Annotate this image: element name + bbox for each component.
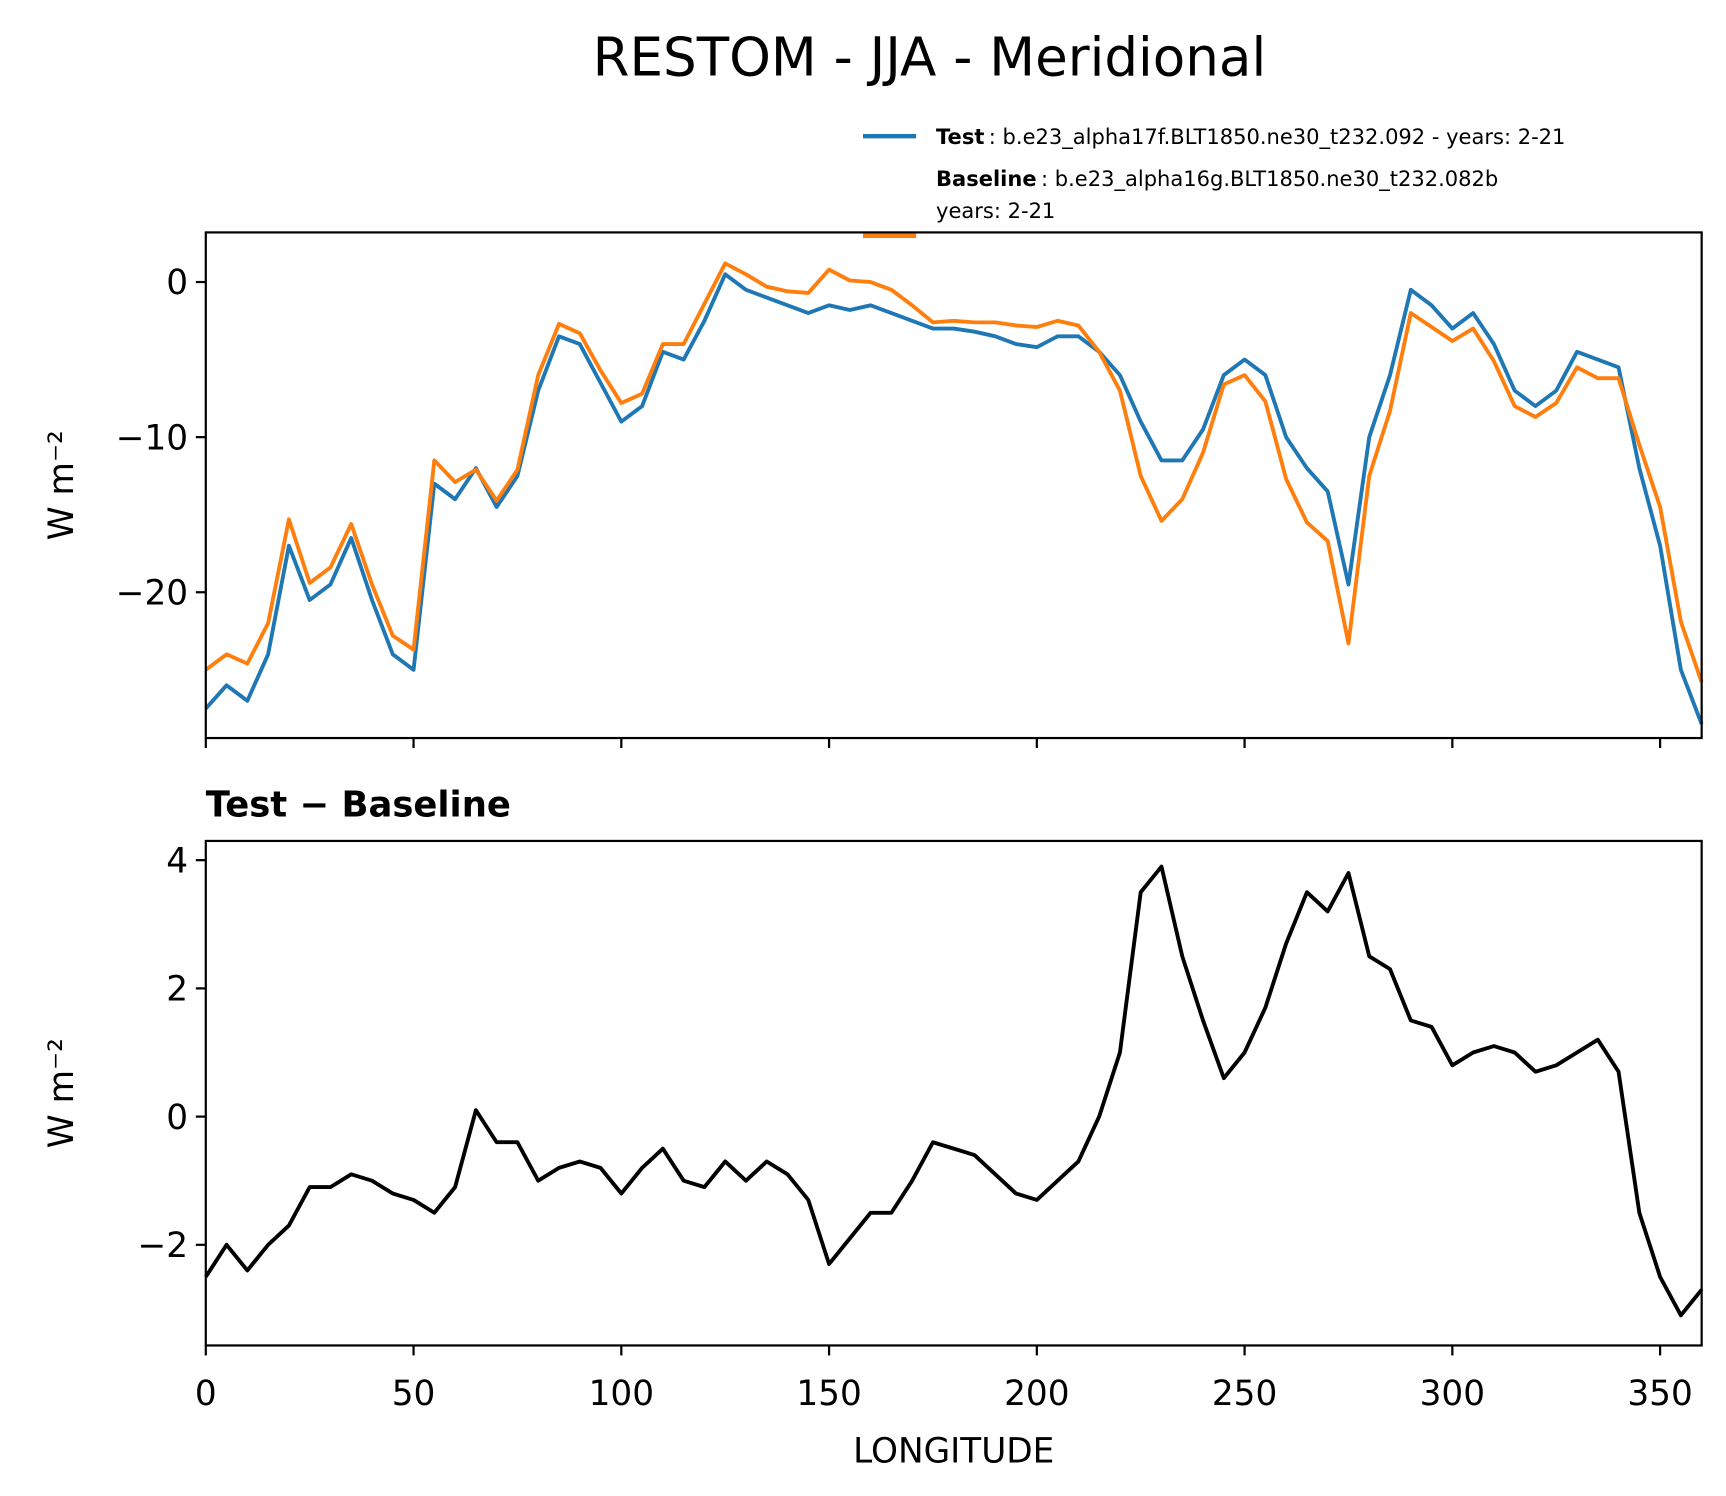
y-tick-label: 0 <box>166 1098 188 1138</box>
x-tick-label: 50 <box>392 1374 436 1414</box>
axes-frame <box>204 231 1703 740</box>
legend-series-name: Baseline <box>936 166 1037 191</box>
x-tick-label: 350 <box>1627 1374 1692 1414</box>
legend-series-name: Test <box>936 124 984 149</box>
y-tick-label: −2 <box>138 1226 189 1266</box>
legend-description: : b.e23_alpha16g.BLT1850.ne30_t232.082b <box>1041 166 1498 191</box>
series-line <box>204 272 1704 725</box>
x-axis-label: LONGITUDE <box>853 1432 1054 1472</box>
legend-label: Baseline: b.e23_alpha16g.BLT1850.ne30_t2… <box>936 166 1498 191</box>
series-line <box>204 261 1704 683</box>
x-tick-label: 250 <box>1212 1374 1277 1414</box>
legend-label: Test: b.e23_alpha17f.BLT1850.ne30_t232.0… <box>936 124 1565 149</box>
legend-description: : b.e23_alpha17f.BLT1850.ne30_t232.092 -… <box>989 124 1566 149</box>
legend-description: years: 2-21 <box>936 198 1055 223</box>
axes-frame <box>204 839 1703 1347</box>
series-line <box>204 864 1704 1318</box>
x-tick-label: 200 <box>1004 1374 1069 1414</box>
y-tick-label: 0 <box>166 263 188 303</box>
y-tick-label: 4 <box>166 841 188 881</box>
subplot-title: Test − Baseline <box>206 785 511 826</box>
x-tick-label: 300 <box>1420 1374 1485 1414</box>
x-tick-label: 150 <box>796 1374 861 1414</box>
y-axis-label: W m⁻² <box>42 430 82 540</box>
y-axis-label: W m⁻² <box>42 1038 82 1148</box>
y-tick-label: −10 <box>116 418 188 458</box>
x-tick-label: 0 <box>195 1374 217 1414</box>
x-tick-label: 100 <box>589 1374 654 1414</box>
y-tick-label: −20 <box>116 573 188 613</box>
y-tick-label: 2 <box>166 970 188 1010</box>
chart-title: RESTOM - JJA - Meridional <box>593 26 1267 88</box>
